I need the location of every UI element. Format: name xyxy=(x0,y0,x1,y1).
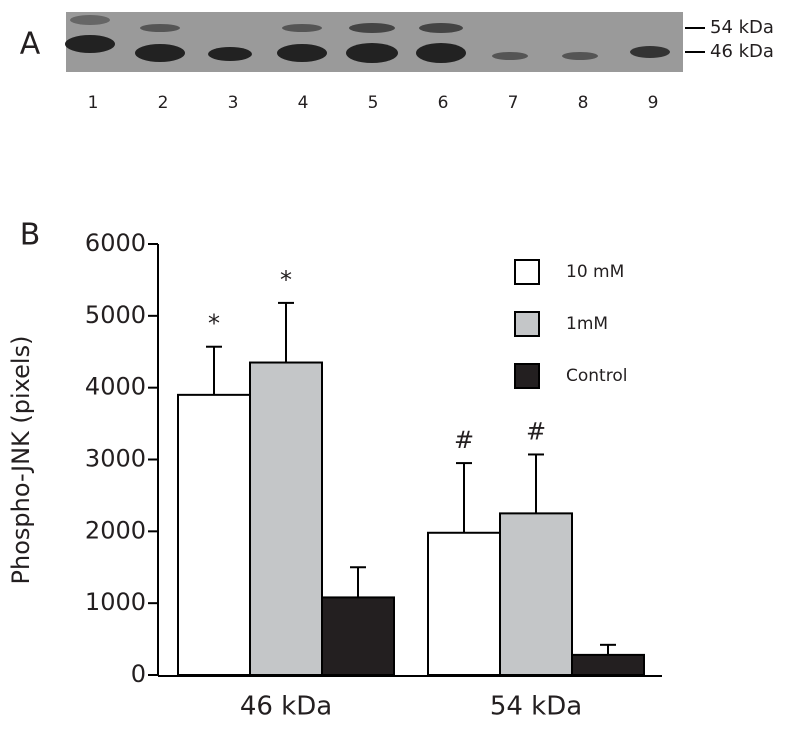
bar xyxy=(571,653,645,676)
significance-mark: * xyxy=(208,310,220,338)
bar xyxy=(177,393,251,676)
legend-label: 10 mM xyxy=(566,262,624,282)
band-label: 54 kDa xyxy=(710,17,774,38)
y-tick-label: 3000 xyxy=(85,445,146,473)
lane-label: 4 xyxy=(298,93,309,113)
blot-panel: A 54 kDa 46 kDa 1 2 3 4 5 6 7 8 9 xyxy=(20,12,774,113)
legend-swatch xyxy=(514,363,540,389)
lane-label: 3 xyxy=(228,93,239,113)
panel-label: B xyxy=(20,218,41,253)
lane-labels: 1 2 3 4 5 6 7 8 9 xyxy=(88,93,659,113)
y-tick-label: 2000 xyxy=(85,516,146,544)
lane-label: 8 xyxy=(578,93,589,113)
x-tick-label: 54 kDa xyxy=(490,692,582,722)
lane-label: 1 xyxy=(88,93,99,113)
bar xyxy=(249,361,323,676)
legend-label: 1mM xyxy=(566,314,608,334)
lane-label: 2 xyxy=(158,93,169,113)
y-tick-label: 4000 xyxy=(85,373,146,401)
significance-mark: # xyxy=(526,417,546,445)
bar xyxy=(427,531,501,677)
lane-label: 9 xyxy=(648,93,659,113)
bar xyxy=(499,512,573,676)
lane-label: 7 xyxy=(508,93,519,113)
lane-label: 6 xyxy=(438,93,449,113)
significance-mark: # xyxy=(454,426,474,454)
bar xyxy=(321,596,395,676)
legend-swatch xyxy=(514,259,540,285)
legend-label: Control xyxy=(566,366,627,386)
blot-bands xyxy=(65,15,670,63)
y-axis-label: Phospho-JNK (pixels) xyxy=(7,336,35,585)
legend-swatch xyxy=(514,311,540,337)
blot-image xyxy=(66,12,683,72)
y-tick-label: 5000 xyxy=(85,301,146,329)
y-tick-label: 6000 xyxy=(85,229,146,257)
significance-mark: * xyxy=(280,266,292,294)
y-tick-label: 1000 xyxy=(85,588,146,616)
band-label: 46 kDa xyxy=(710,41,774,62)
lane-label: 5 xyxy=(368,93,379,113)
y-tick-label: 0 xyxy=(131,660,146,688)
x-tick-label: 46 kDa xyxy=(240,692,332,722)
panel-label: A xyxy=(20,27,41,62)
